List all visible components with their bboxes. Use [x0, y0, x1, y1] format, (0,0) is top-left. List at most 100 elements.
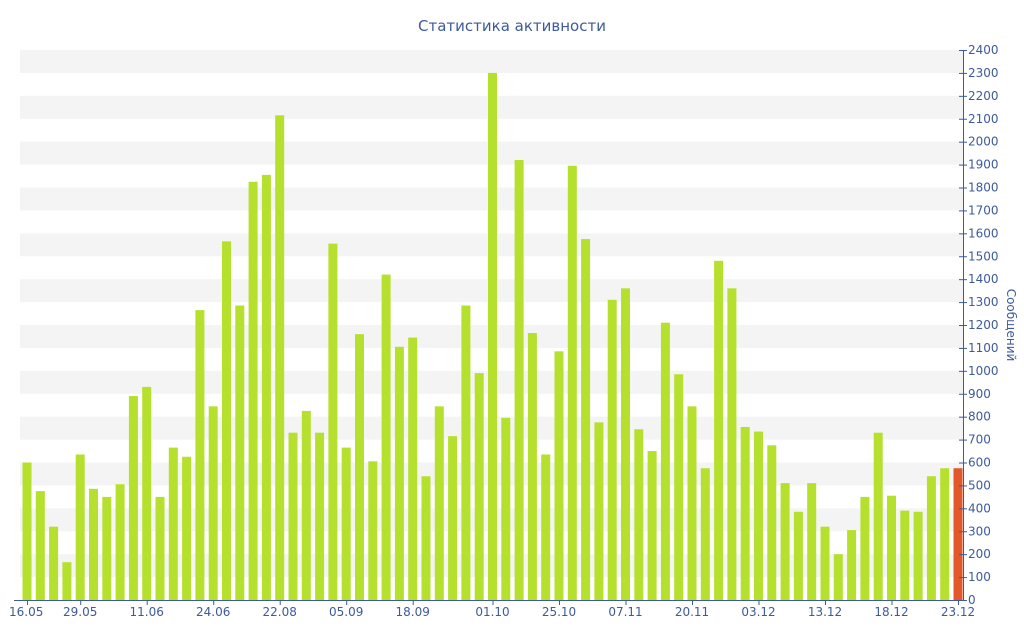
bar [261, 174, 271, 600]
bar [700, 468, 710, 600]
bar [820, 526, 830, 600]
bar [754, 431, 763, 600]
y-tick-label: 1400 [968, 272, 999, 286]
bar [341, 447, 351, 600]
bar [621, 288, 630, 600]
bar [448, 436, 458, 600]
y-tick-label: 2300 [968, 66, 999, 80]
bar [767, 445, 777, 600]
bar [594, 422, 604, 600]
x-tick-label: 11.06 [130, 605, 164, 619]
bar [926, 476, 936, 600]
bar [381, 274, 391, 600]
x-tick-label: 22.08 [263, 605, 297, 619]
bar [75, 454, 85, 600]
bar [501, 417, 511, 600]
bar [408, 337, 418, 600]
y-tick-label: 200 [968, 547, 991, 561]
bar [195, 310, 205, 600]
bar [102, 496, 112, 601]
bar [222, 241, 231, 600]
bar [301, 410, 311, 600]
y-tick-label: 700 [968, 433, 991, 447]
bar [913, 511, 923, 600]
bar [142, 386, 152, 601]
y-tick-label: 1300 [968, 295, 999, 309]
y-tick-label: 0 [968, 593, 976, 607]
y-tick-label: 1800 [968, 181, 999, 195]
bar [607, 299, 617, 600]
bar [288, 432, 298, 600]
x-tick-label: 05.09 [329, 605, 363, 619]
bar [860, 496, 870, 601]
bar [674, 374, 684, 600]
bar [847, 530, 857, 600]
bar [567, 165, 577, 601]
y-tick-label: 500 [968, 478, 991, 492]
bar [527, 333, 537, 600]
x-tick-label: 29.05 [63, 605, 97, 619]
bars [22, 72, 963, 601]
bar [394, 346, 404, 600]
bar [35, 491, 45, 600]
y-axis-label: Сообщений [1004, 289, 1018, 362]
bar [714, 260, 724, 600]
bar [900, 510, 910, 601]
bar [434, 406, 444, 600]
bar [208, 406, 218, 600]
y-tick-label: 2200 [968, 89, 999, 103]
bar [62, 562, 72, 600]
bar [793, 511, 803, 600]
x-tick-label: 24.06 [196, 605, 230, 619]
y-tick-label: 2400 [968, 43, 999, 57]
y-tick-label: 1200 [968, 318, 999, 332]
bar [687, 406, 697, 600]
y-tick-label: 900 [968, 387, 991, 401]
bar [833, 554, 843, 600]
bar [873, 432, 883, 600]
grid-band [20, 50, 963, 73]
bar [807, 483, 817, 601]
y-tick-label: 1500 [968, 249, 999, 263]
x-tick-label: 16.05 [9, 605, 43, 619]
bar [355, 334, 364, 600]
y-tick-label: 300 [968, 524, 991, 538]
x-tick-label: 18.12 [874, 605, 908, 619]
bar [248, 181, 258, 600]
bar [461, 305, 471, 600]
axes: 0 100 200 300 400 500 600 700 800 900 1000 1100 1200… [9, 43, 999, 619]
bar [328, 243, 338, 600]
x-tick-label: 20.11 [675, 605, 709, 619]
bar [128, 396, 138, 600]
bar [22, 462, 32, 600]
y-tick-label: 600 [968, 456, 991, 470]
y-tick-label: 2000 [968, 135, 999, 149]
y-tick-label: 800 [968, 410, 991, 424]
bar [421, 476, 431, 600]
x-tick-label: 07.11 [608, 605, 642, 619]
y-tick-label: 1700 [968, 203, 999, 217]
bar [155, 496, 165, 601]
chart-title: Статистика активности [418, 17, 606, 35]
bar [514, 160, 524, 600]
bar [168, 447, 178, 600]
bar [474, 373, 484, 601]
x-tick-label: 03.12 [741, 605, 775, 619]
bar [49, 526, 59, 600]
bar [727, 288, 737, 600]
bar [647, 451, 657, 600]
bar [953, 468, 963, 600]
bar [541, 454, 551, 600]
x-tick-label: 18.09 [396, 605, 430, 619]
y-tick-label: 400 [968, 501, 991, 515]
x-tick-label: 23.12 [941, 605, 975, 619]
y-tick-label: 1000 [968, 364, 999, 378]
bar [275, 115, 285, 600]
bar [368, 461, 378, 600]
y-tick-label: 1100 [968, 341, 999, 355]
bar [581, 239, 591, 600]
bar [488, 72, 497, 601]
bar [780, 483, 790, 601]
bar [89, 488, 98, 600]
